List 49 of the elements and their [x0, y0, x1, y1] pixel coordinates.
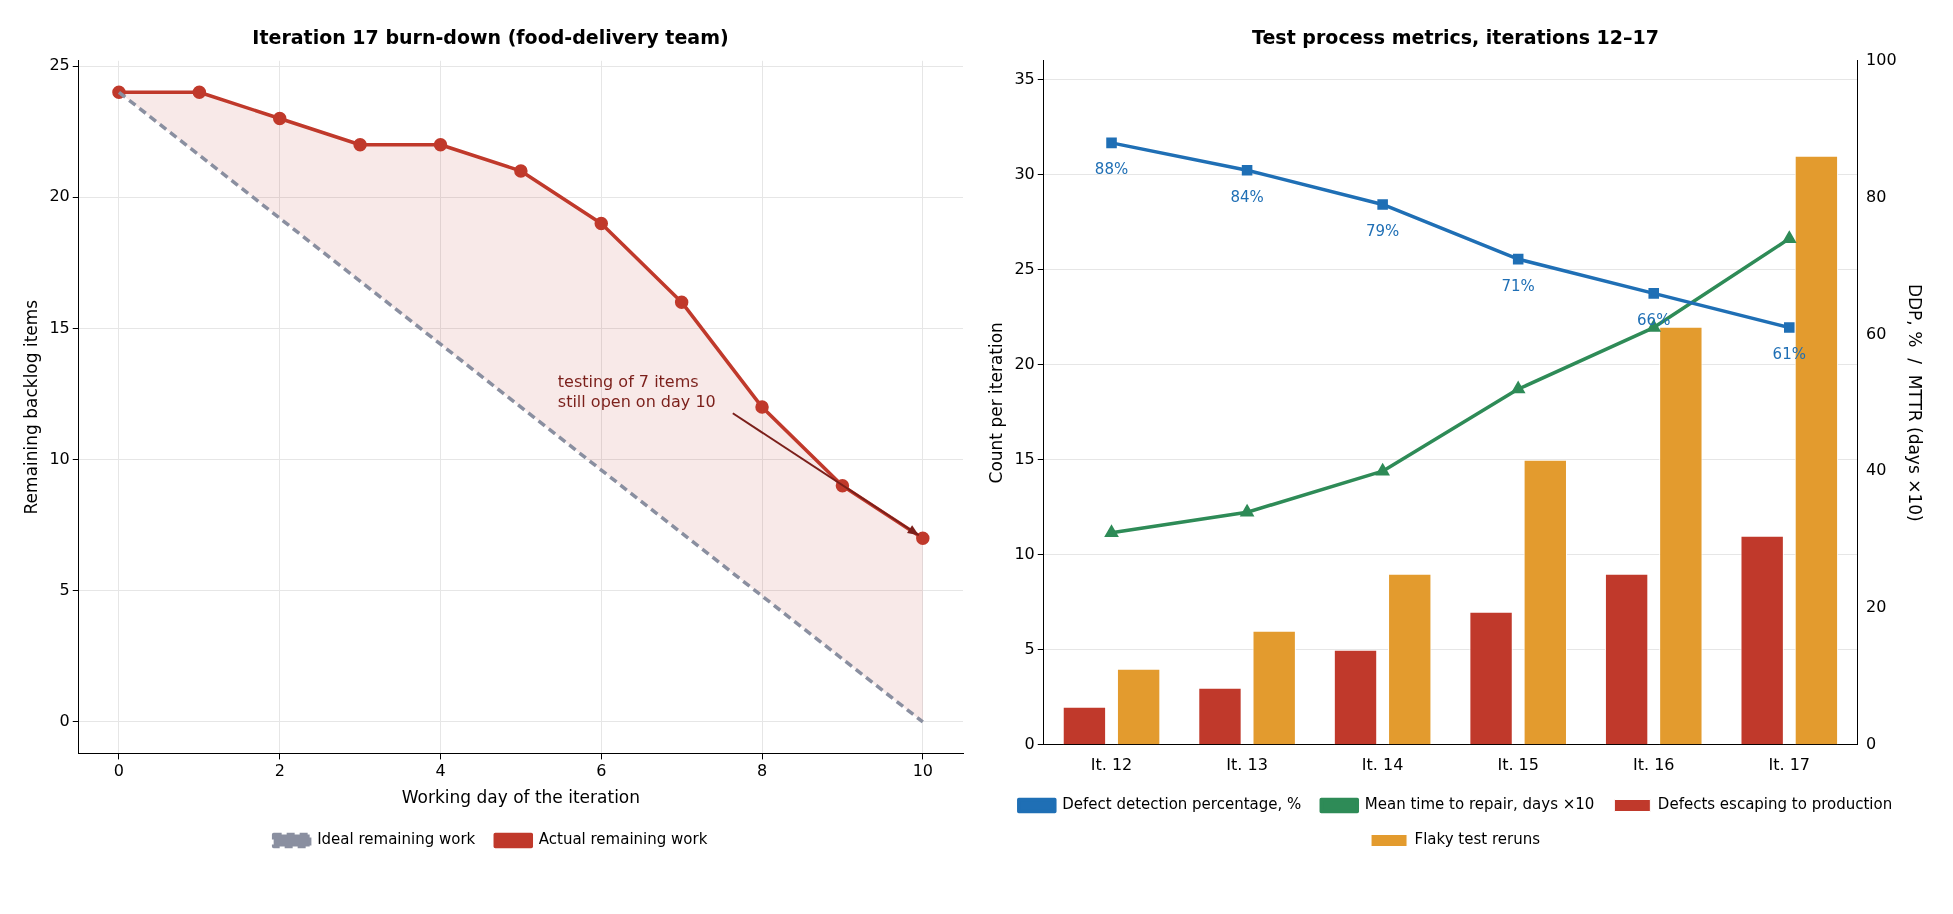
- y-tick-label: 10: [1014, 543, 1035, 563]
- x-tick-label: 0: [113, 761, 125, 781]
- data-label: 71%: [1501, 276, 1535, 295]
- y2-axis-title: DDP, % / MTTR (days ×10): [1905, 283, 1926, 522]
- annotation: testing of 7 items still open on day 10: [557, 372, 716, 412]
- legend-label: Mean time to repair, days ×10: [1364, 795, 1595, 814]
- data-label: 88%: [1094, 160, 1129, 179]
- legend-label: Defect detection percentage, %: [1062, 795, 1302, 814]
- y-tick-label: 15: [49, 317, 70, 337]
- y-axis-title: Remaining backlog items: [20, 299, 41, 515]
- x-axis-title: Working day of the iteration: [401, 787, 641, 808]
- data-label: 79%: [1365, 221, 1400, 240]
- y-tick-label: 0: [59, 711, 70, 731]
- y-tick-label: 35: [1014, 68, 1035, 88]
- y-tick-label: 5: [59, 579, 70, 599]
- y-tick-label: 25: [1014, 258, 1035, 278]
- data-label: 84%: [1230, 187, 1264, 206]
- y2-tick-label: 60: [1866, 323, 1887, 343]
- x-tick-label: It. 14: [1361, 754, 1404, 774]
- y-axis-title: Count per iteration: [985, 322, 1006, 484]
- legend-label: Defects escaping to production: [1657, 795, 1893, 814]
- x-tick-label: It. 12: [1090, 754, 1133, 774]
- x-tick-label: It. 16: [1632, 754, 1675, 774]
- y2-tick-label: 40: [1866, 460, 1887, 480]
- x-tick-label: 4: [435, 761, 446, 781]
- y2-tick-label: 20: [1866, 597, 1887, 617]
- x-tick-label: 2: [274, 761, 285, 781]
- x-tick-label: 6: [596, 761, 607, 781]
- y-tick-label: 30: [1014, 163, 1035, 183]
- y-tick-label: 5: [1024, 638, 1035, 658]
- y-tick-label: 20: [49, 186, 70, 206]
- x-tick-label: It. 13: [1226, 754, 1268, 774]
- x-tick-label: 10: [912, 761, 933, 781]
- y-tick-label: 25: [49, 55, 70, 75]
- x-tick-label: It. 15: [1497, 754, 1539, 774]
- y2-tick-label: 0: [1866, 733, 1877, 753]
- y2-tick-label: 100: [1866, 49, 1897, 69]
- legend-label: Actual remaining work: [538, 830, 708, 849]
- legend-label: Flaky test reruns: [1414, 830, 1541, 849]
- chart-title: Iteration 17 burn-down (food-delivery team): [252, 26, 729, 49]
- x-tick-label: 8: [756, 761, 768, 781]
- y-tick-label: 10: [49, 448, 70, 468]
- legend-label: Ideal remaining work: [317, 830, 476, 849]
- y-tick-label: 0: [1024, 733, 1035, 753]
- y-tick-label: 15: [1014, 448, 1035, 468]
- y-tick-label: 20: [1014, 353, 1035, 373]
- chart-title: Test process metrics, iterations 12–17: [1252, 26, 1659, 49]
- x-tick-label: It. 17: [1768, 754, 1811, 774]
- y2-tick-label: 80: [1866, 186, 1887, 206]
